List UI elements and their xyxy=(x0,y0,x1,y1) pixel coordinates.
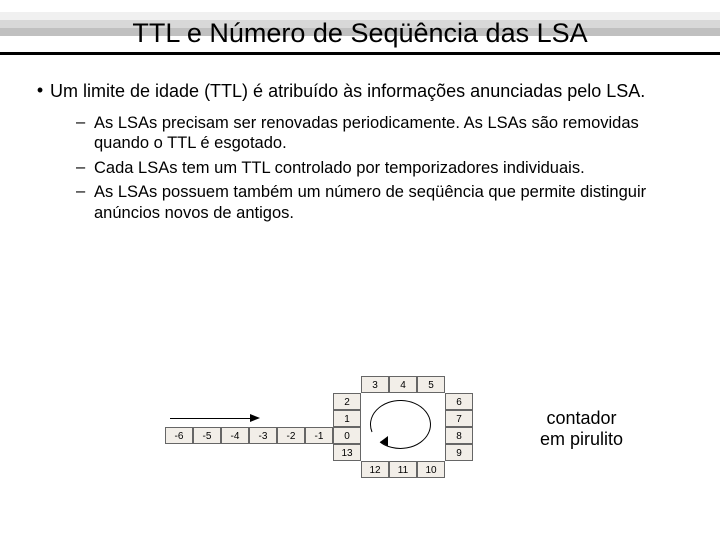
bullet-sub-text: As LSAs precisam ser renovadas periodica… xyxy=(94,113,690,154)
linear-cell: -2 xyxy=(277,427,305,444)
caption-line: em pirulito xyxy=(540,429,623,450)
bullet-sub: – Cada LSAs tem um TTL controlado por te… xyxy=(76,158,690,179)
circle-cell: 5 xyxy=(417,376,445,393)
lollipop-diagram: -6-5-4-3-2-1 012345678910111213 contador… xyxy=(0,330,720,530)
circle-cell: 12 xyxy=(361,461,389,478)
circle-cell: 13 xyxy=(333,444,361,461)
bullet-dot: • xyxy=(30,80,50,103)
linear-cell: -5 xyxy=(193,427,221,444)
linear-cell: -4 xyxy=(221,427,249,444)
bullet-sub: – As LSAs precisam ser renovadas periodi… xyxy=(76,113,690,154)
linear-arrow-head xyxy=(250,414,260,422)
linear-arrow-line xyxy=(170,418,250,419)
circle-cell: 11 xyxy=(389,461,417,478)
bullet-dash: – xyxy=(76,158,94,179)
bullet-sub-text: Cada LSAs tem um TTL controlado por temp… xyxy=(94,158,690,179)
content-area: • Um limite de idade (TTL) é atribuído à… xyxy=(30,80,690,228)
header-rule xyxy=(0,52,720,55)
circle-cell: 7 xyxy=(445,410,473,427)
bullet-sub: – As LSAs possuem também um número de se… xyxy=(76,182,690,223)
sub-bullet-list: – As LSAs precisam ser renovadas periodi… xyxy=(76,113,690,224)
circle-cell: 0 xyxy=(333,427,361,444)
linear-cell: -6 xyxy=(165,427,193,444)
circle-cell: 4 xyxy=(389,376,417,393)
bullet-dash: – xyxy=(76,182,94,223)
circle-cell: 10 xyxy=(417,461,445,478)
circle-cell: 8 xyxy=(445,427,473,444)
circle-cell: 2 xyxy=(333,393,361,410)
circle-cell: 6 xyxy=(445,393,473,410)
slide-title: TTL e Número de Seqüência das LSA xyxy=(0,18,720,49)
bullet-dash: – xyxy=(76,113,94,154)
circle-cell: 3 xyxy=(361,376,389,393)
circle-arrow xyxy=(360,392,445,457)
diagram-caption: contadorem pirulito xyxy=(540,408,623,449)
caption-line: contador xyxy=(540,408,623,429)
bullet-main: • Um limite de idade (TTL) é atribuído à… xyxy=(30,80,690,103)
bullet-main-text: Um limite de idade (TTL) é atribuído às … xyxy=(50,80,690,103)
circle-cell: 1 xyxy=(333,410,361,427)
linear-cell: -3 xyxy=(249,427,277,444)
bullet-sub-text: As LSAs possuem também um número de seqü… xyxy=(94,182,690,223)
circle-cell: 9 xyxy=(445,444,473,461)
linear-cell: -1 xyxy=(305,427,333,444)
